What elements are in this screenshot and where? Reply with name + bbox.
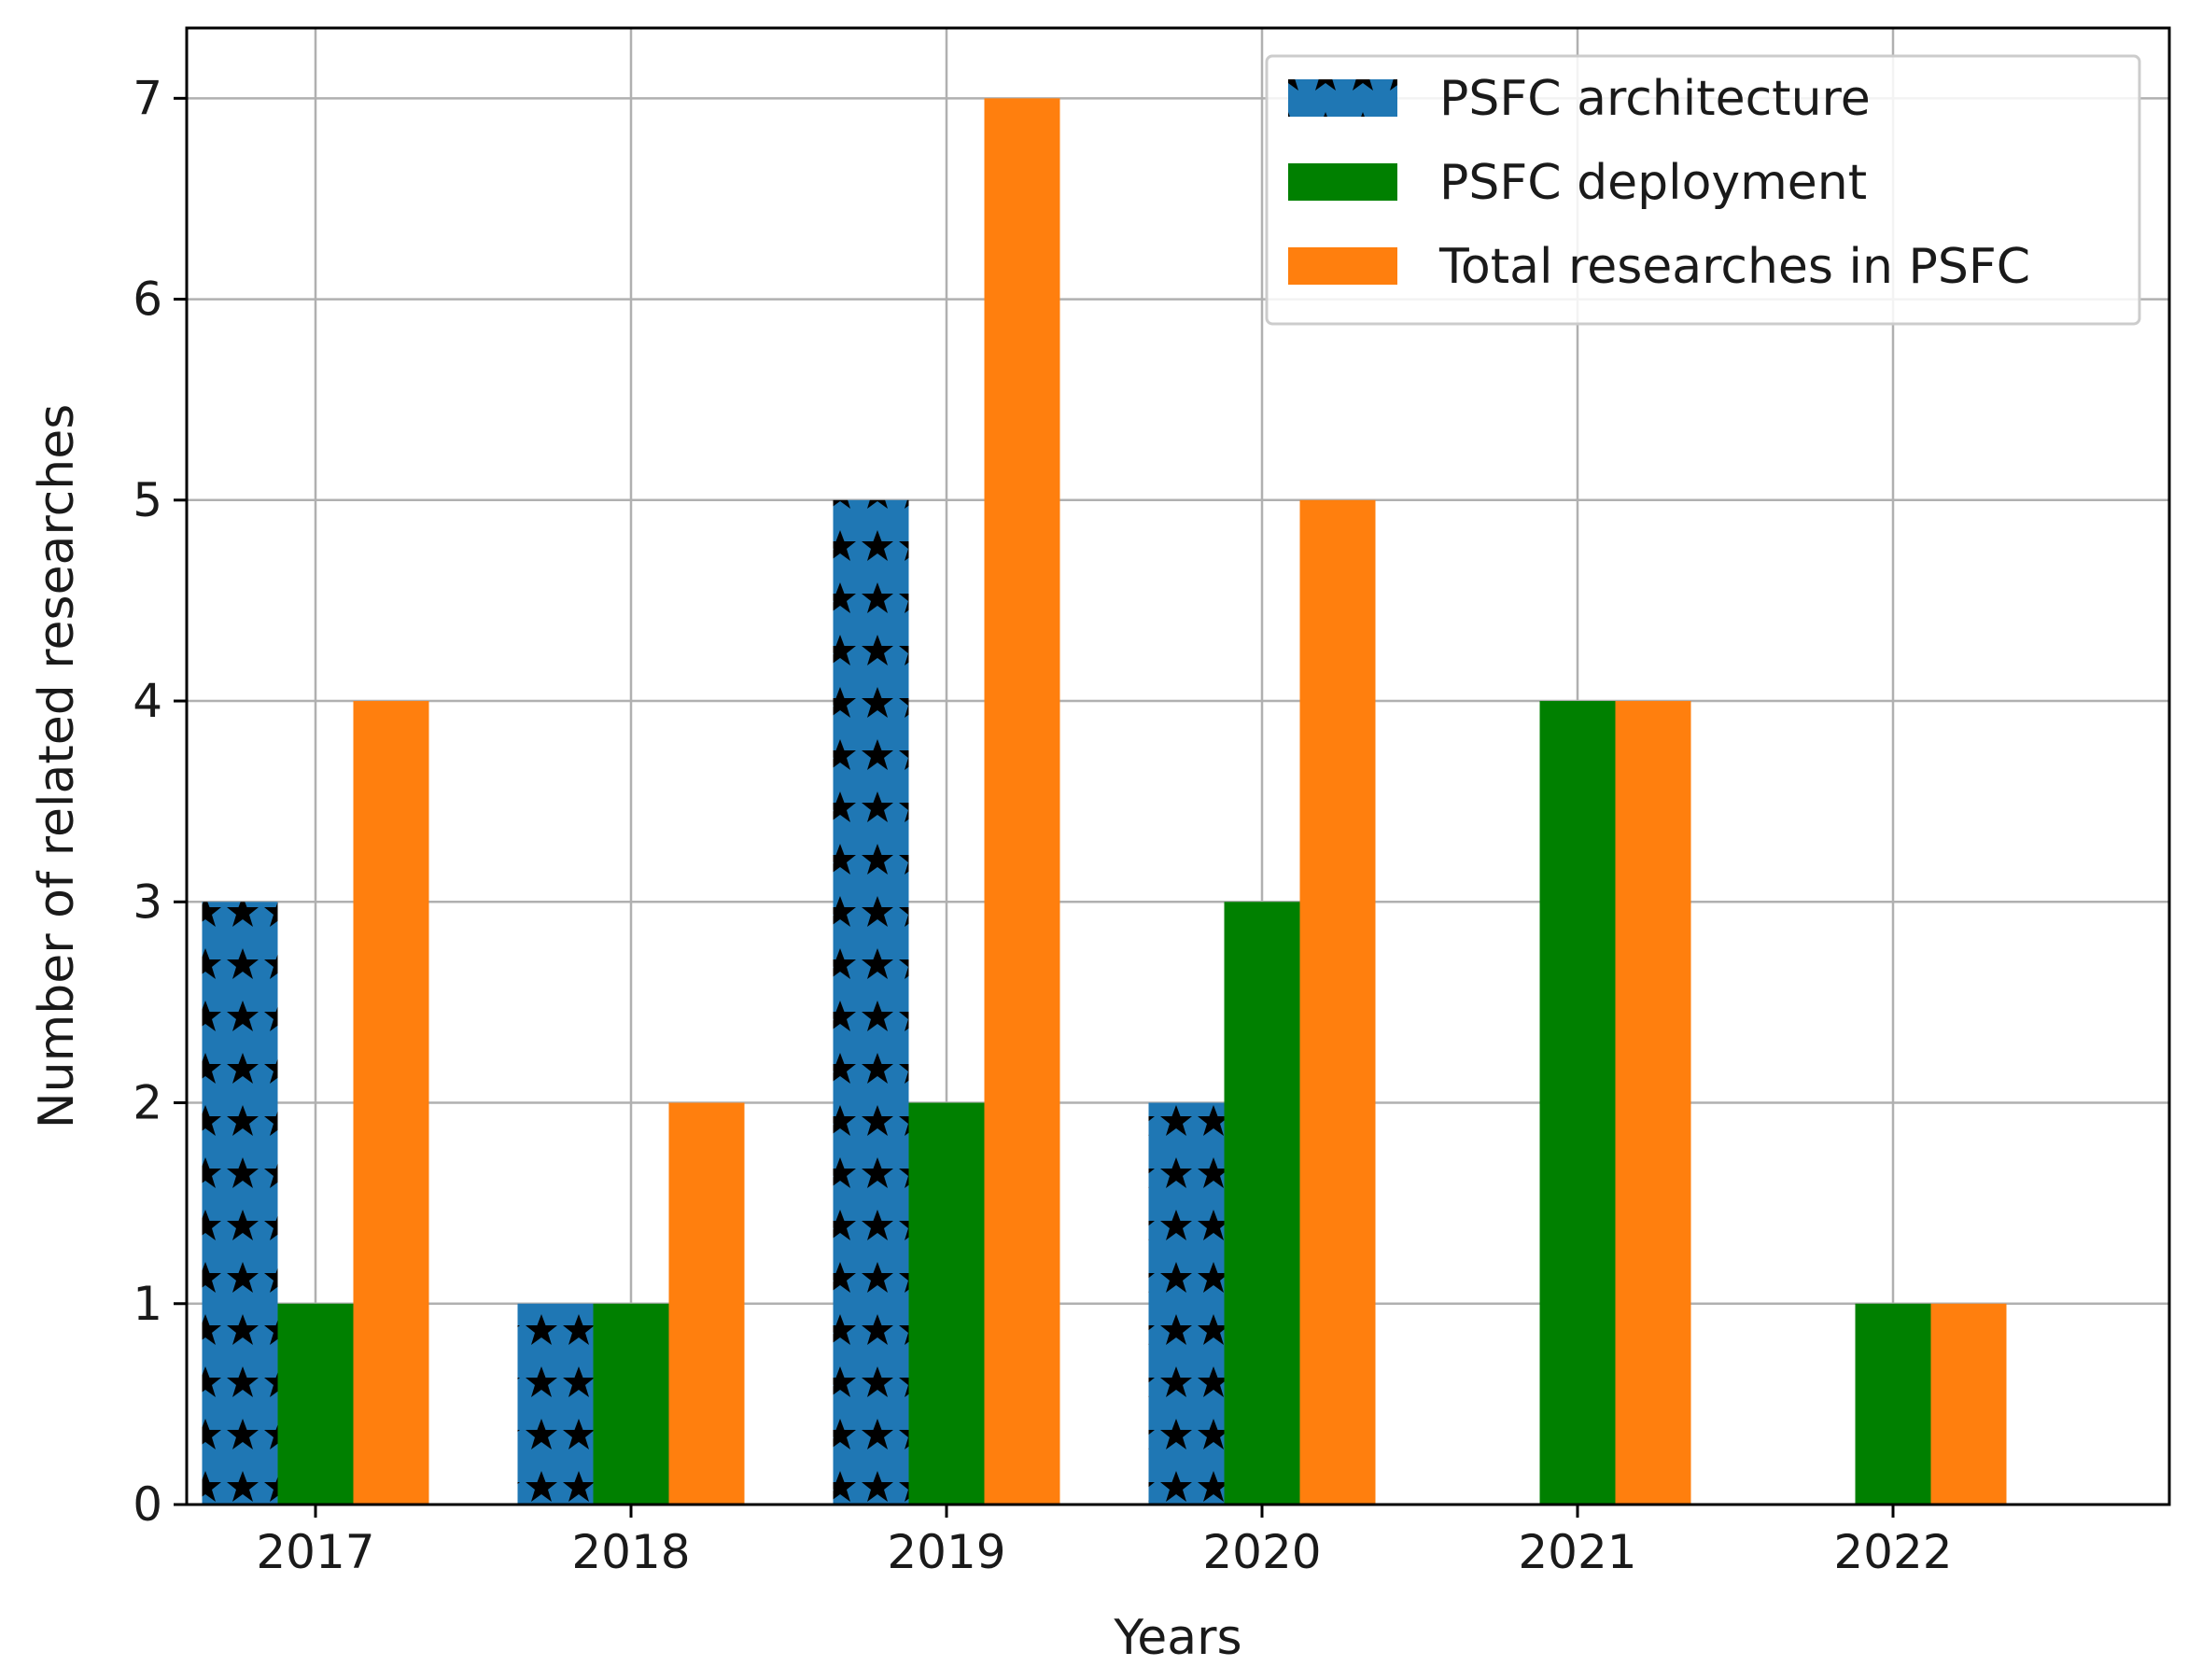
bar-total-researches-in-psfc-2021 — [1615, 701, 1691, 1505]
bars — [202, 98, 2007, 1505]
bar-psfc-deployment-2020 — [1224, 902, 1300, 1505]
x-tick-label: 2020 — [1202, 1525, 1321, 1579]
y-tick-label: 2 — [133, 1076, 162, 1130]
x-tick-label: 2021 — [1518, 1525, 1636, 1579]
bar-psfc-architecture-2019 — [833, 499, 909, 1505]
legend-label-psfc-architecture: PSFC architecture — [1439, 71, 1871, 127]
legend-swatch-psfc-architecture — [1288, 79, 1397, 117]
legend-swatch-total-researches-in-psfc — [1288, 247, 1397, 285]
x-tick-label: 2022 — [1833, 1525, 1952, 1579]
bar-psfc-deployment-2018 — [593, 1303, 669, 1505]
y-tick-label: 7 — [133, 71, 162, 125]
legend: PSFC architecture PSFC deployment Total re… — [1265, 54, 2141, 326]
y-tick-label: 1 — [133, 1277, 162, 1331]
bar-psfc-deployment-2017 — [277, 1303, 354, 1505]
x-axis-label: Years — [1113, 1610, 1241, 1666]
legend-label-total-researches-in-psfc: Total researches in PSFC — [1438, 239, 2030, 295]
bar-total-researches-in-psfc-2020 — [1299, 499, 1376, 1505]
y-tick-label: 5 — [133, 473, 162, 527]
bar-total-researches-in-psfc-2022 — [1930, 1303, 2007, 1505]
bar-total-researches-in-psfc-2018 — [668, 1102, 745, 1505]
bar-total-researches-in-psfc-2017 — [353, 701, 429, 1505]
x-tick-label: 2019 — [887, 1525, 1005, 1579]
bar-psfc-architecture-2018 — [517, 1303, 594, 1505]
legend-swatch-psfc-deployment — [1288, 163, 1397, 201]
y-tick-label: 6 — [133, 273, 162, 327]
y-tick-label: 0 — [133, 1477, 162, 1532]
y-tick-label: 4 — [133, 674, 162, 728]
x-tick-label: 2018 — [571, 1525, 690, 1579]
x-tick-label: 2017 — [256, 1525, 374, 1579]
bar-total-researches-in-psfc-2019 — [984, 98, 1060, 1505]
ticks: 0 1 2 3 4 5 6 7 2017 2018 2019 2020 2021 2022 — [133, 71, 1952, 1579]
bar-psfc-deployment-2021 — [1539, 701, 1616, 1505]
bar-psfc-deployment-2022 — [1855, 1303, 1931, 1505]
y-tick-label: 3 — [133, 875, 162, 929]
bar-psfc-deployment-2019 — [908, 1102, 985, 1505]
plot-frame — [185, 26, 2171, 1506]
bar-psfc-architecture-2020 — [1148, 1102, 1225, 1505]
bar-psfc-architecture-2017 — [202, 902, 278, 1505]
y-axis-label: Number of related researches — [29, 404, 85, 1129]
legend-label-psfc-deployment: PSFC deployment — [1439, 155, 1867, 211]
legend-box — [1265, 54, 2141, 326]
